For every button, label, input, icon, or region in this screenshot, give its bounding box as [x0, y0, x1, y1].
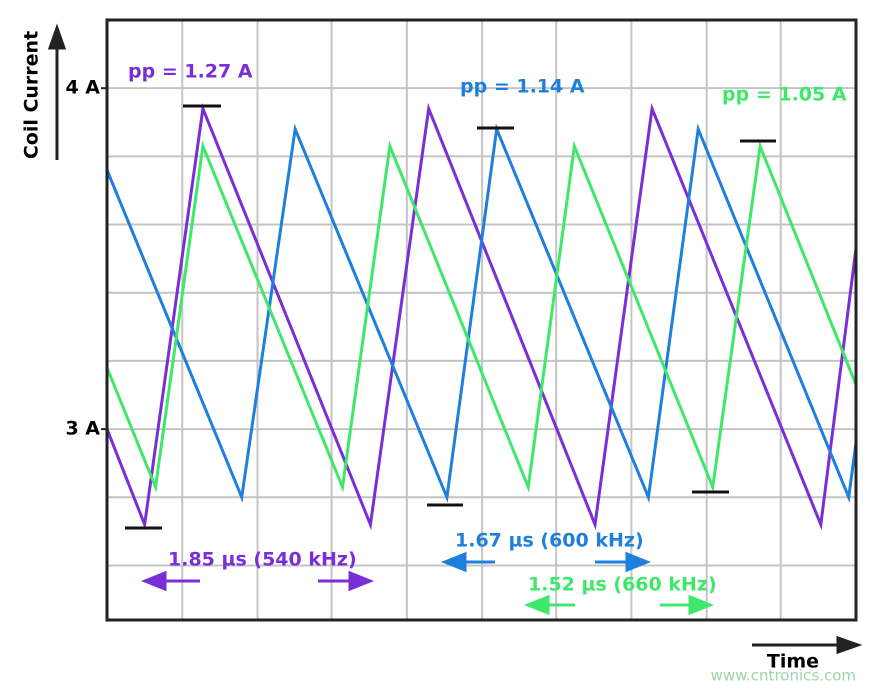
series-line	[105, 140, 858, 493]
series-line	[105, 102, 858, 531]
y-tick-label: 4 A	[65, 77, 100, 99]
annotation: 1.67 µs (600 kHz)	[455, 530, 644, 552]
annotation: 1.85 µs (540 kHz)	[168, 549, 357, 571]
level-markers	[125, 104, 776, 530]
period-arrows	[140, 551, 715, 616]
annotation: pp = 1.27 A	[128, 61, 253, 83]
plot-frame	[105, 18, 858, 622]
annotation: pp = 1.14 A	[460, 76, 585, 98]
y-axis-label: Coil Current	[21, 31, 43, 159]
watermark: www.cntronics.com	[711, 667, 856, 685]
annotation: 1.52 µs (660 kHz)	[528, 574, 717, 596]
y-tick-label: 3 A	[65, 418, 100, 440]
axis-arrows	[47, 23, 863, 655]
annotation: pp = 1.05 A	[722, 84, 847, 106]
x-axis-label: Time	[767, 651, 819, 673]
